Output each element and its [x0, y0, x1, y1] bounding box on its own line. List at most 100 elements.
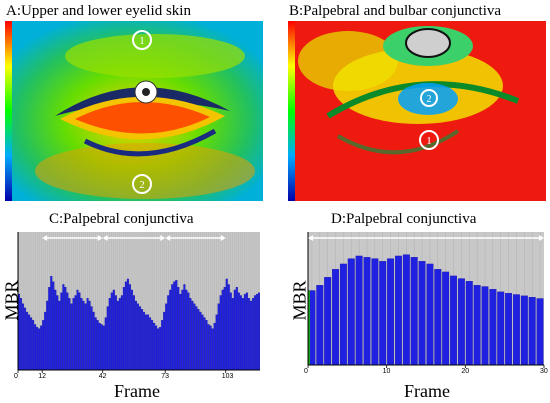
bar — [402, 254, 410, 366]
bar — [355, 255, 363, 366]
bar — [513, 294, 520, 366]
bar — [76, 289, 79, 371]
bar — [151, 320, 154, 371]
bar — [339, 263, 347, 366]
panel-b-title: B:Palpebral and bulbar conjunctiva — [289, 3, 502, 19]
bar — [34, 324, 37, 371]
bar — [177, 287, 180, 371]
highlight-bar — [308, 290, 310, 365]
bar — [62, 284, 65, 371]
marker-b2-icon: 1 — [419, 130, 439, 150]
bar — [22, 303, 25, 371]
bar — [66, 292, 69, 371]
bar — [102, 325, 105, 371]
bar — [179, 293, 182, 371]
chart-d — [307, 232, 545, 368]
arrow-head-left — [308, 235, 313, 241]
bar — [52, 281, 55, 371]
marker-1-label: 1 — [139, 35, 145, 47]
bar — [126, 278, 129, 371]
bar — [241, 298, 244, 371]
marker-b1-label: 2 — [427, 94, 432, 105]
bar — [86, 298, 89, 371]
x-tick-label: 30 — [540, 368, 548, 375]
bar — [165, 303, 168, 371]
marker-2-icon: 2 — [132, 174, 152, 194]
bar — [235, 287, 238, 371]
bar — [30, 317, 33, 371]
bar — [528, 297, 536, 366]
bar — [114, 295, 117, 371]
bar — [108, 298, 111, 371]
bar — [426, 263, 434, 366]
bar — [229, 292, 232, 371]
bar — [36, 327, 39, 371]
bar — [132, 295, 135, 371]
bar — [253, 295, 256, 371]
bar — [169, 289, 172, 371]
marker-2-label: 2 — [139, 179, 145, 191]
bar — [136, 303, 139, 371]
bar — [124, 281, 127, 371]
bar — [20, 298, 23, 371]
bar — [173, 281, 176, 371]
bar — [316, 285, 324, 366]
bar — [379, 261, 387, 366]
bar — [225, 278, 228, 371]
bar — [128, 284, 131, 371]
bar — [145, 314, 148, 371]
arrow-head-left — [42, 235, 48, 241]
arrow-head-right — [539, 235, 544, 241]
bar — [187, 292, 190, 371]
bar — [159, 327, 162, 371]
bar — [217, 303, 220, 371]
bar — [197, 309, 200, 371]
bar — [205, 320, 208, 371]
marker-b2-label: 1 — [426, 135, 432, 147]
bar — [251, 298, 254, 371]
arrow-head-right — [97, 235, 103, 241]
chart-c-xlabel: Frame — [114, 381, 160, 401]
marker-1-icon: 1 — [132, 30, 152, 50]
bar — [347, 258, 355, 366]
bar — [418, 261, 426, 366]
bar — [94, 317, 97, 371]
bar — [201, 314, 204, 371]
x-tick-label: 10 — [382, 368, 391, 375]
bar — [74, 295, 77, 371]
bar — [24, 307, 27, 371]
bar — [245, 292, 248, 371]
bar — [96, 320, 99, 371]
bar — [324, 277, 332, 366]
chart-d-title: D:Palpebral conjunctiva — [331, 211, 477, 227]
panel-a-image: 1 2 — [5, 21, 263, 201]
bar — [60, 292, 63, 371]
bar — [481, 286, 489, 366]
bar — [116, 300, 119, 371]
bar — [78, 292, 81, 371]
bar — [237, 292, 240, 371]
bar — [54, 289, 57, 371]
bar — [215, 314, 218, 371]
bar — [64, 287, 67, 371]
bar — [130, 289, 133, 371]
bar — [395, 255, 402, 366]
bar — [98, 322, 101, 371]
bar — [92, 311, 95, 371]
bar — [239, 295, 242, 371]
bar — [332, 269, 339, 366]
bar — [249, 300, 252, 371]
bar — [82, 300, 85, 371]
arrow-head-right — [220, 235, 226, 241]
bar — [387, 258, 395, 366]
bar — [161, 320, 164, 371]
bar — [207, 324, 210, 371]
bar — [120, 295, 123, 371]
panel-b-image: 2 1 — [288, 21, 546, 201]
bar — [90, 306, 93, 371]
bar — [112, 289, 115, 371]
bar — [38, 328, 41, 371]
bar — [473, 285, 481, 366]
bar — [88, 300, 91, 371]
bar — [106, 306, 109, 371]
